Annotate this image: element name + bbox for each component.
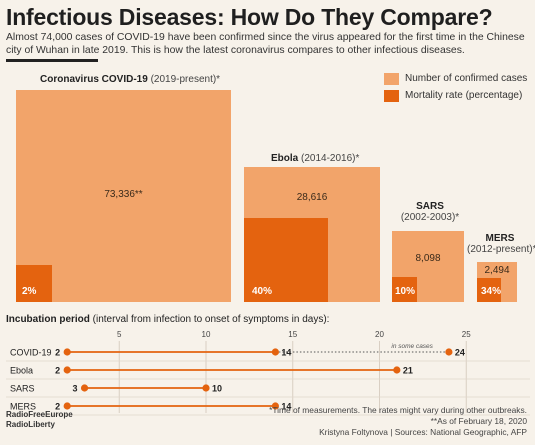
incubation-heading: Incubation period (interval from infecti… [6,314,329,325]
range-max-label: 10 [212,384,222,394]
disease-name: MERS [485,233,515,244]
mortality-value-ebola: 40% [252,286,273,297]
disease-period: (2014-2016)* [301,153,360,164]
incubation-row-label: Ebola [10,366,33,376]
disease-period: (2012-present)* [467,244,535,255]
disease-label-sars: SARS (2002-2003)* [397,201,463,223]
disease-name: Ebola [271,153,299,164]
brand-line-1: RadioFreeEurope [6,410,73,419]
mortality-bar-covid [16,265,52,302]
range-start-dot [63,366,71,374]
x-tick-label: 25 [462,330,471,339]
disease-label-mers: MERS (2012-present)* [467,233,535,255]
range-min-label: 2 [55,402,60,412]
incubation-chart: 5 10 15 20 25 COVID-19 in some cases 24 2 14 Ebola… [6,330,530,416]
legend: Number of confirmed cases Mortality rate… [384,70,527,104]
range-end-dot [271,402,279,410]
mortality-bar-mers [477,278,501,302]
disease-label-ebola: Ebola (2014-2016)* [271,153,359,164]
incubation-row-label: COVID-19 [10,348,52,358]
footnote-date: **As of February 18, 2020 [430,416,527,426]
incubation-heading-bold: Incubation period [6,314,90,325]
range-min-label: 2 [55,366,60,376]
x-tick-label: 5 [117,330,122,339]
range-start-dot [63,402,71,410]
page-subtitle: Almost 74,000 cases of COVID-19 have bee… [6,32,525,56]
range-max-label: 14 [281,348,291,358]
legend-item-mortality: Mortality rate (percentage) [384,87,527,104]
brand-line-2: RadioLiberty [6,420,55,429]
range-min-label: 2 [55,348,60,358]
range-start-dot [80,384,89,392]
incubation-heading-rest: (interval from infection to onset of sym… [89,314,330,325]
cases-value-covid: 73,336** [104,189,143,200]
disease-period: (2002-2003)* [400,212,460,223]
legend-swatch-cases [384,72,399,85]
page-title: Infectious Diseases: How Do They Compare… [6,4,493,30]
incubation-row-label: MERS [10,402,36,412]
range-extended-label: 24 [455,348,465,358]
cases-value-mers: 2,494 [484,265,510,276]
range-end-dot [271,348,279,356]
legend-item-cases: Number of confirmed cases [384,70,527,87]
mortality-value-covid: 2% [22,286,37,297]
mortality-bar-ebola [244,218,328,302]
range-start-dot [63,348,71,356]
in-some-cases-note: in some cases [391,343,433,350]
brand-logo: RadioFreeEurope RadioLiberty [6,410,73,430]
footnote-sources: Kristyna Foltynova | Sources: National G… [319,427,527,437]
range-max-label: 14 [281,402,291,412]
legend-label-mortality: Mortality rate (percentage) [405,90,523,101]
range-end-dot [445,348,453,356]
range-end-dot [202,384,210,392]
cases-value-sars: 8,098 [415,253,441,264]
footnote: *Time of measurements. The rates might v… [269,405,527,438]
x-tick-label: 15 [288,330,297,339]
disease-name: Coronavirus COVID-19 [40,74,148,85]
x-tick-label: 10 [202,330,211,339]
cases-value-ebola: 28,616 [296,192,328,203]
range-min-label: 3 [73,384,78,394]
range-end-dot [393,366,401,374]
disease-label-covid: Coronavirus COVID-19 (2019-present)* [40,74,220,85]
title-divider [6,59,98,62]
legend-swatch-mortality [384,89,399,102]
incubation-row-label: SARS [10,384,35,394]
x-tick-label: 20 [375,330,384,339]
footnote-time: *Time of measurements. The rates might v… [269,405,527,415]
disease-period: (2019-present)* [150,74,221,85]
range-max-label: 21 [403,366,413,376]
mortality-value-sars: 10% [395,286,416,297]
mortality-value-mers: 34% [481,286,502,297]
mortality-bar-sars [392,277,417,302]
legend-label-cases: Number of confirmed cases [405,73,528,84]
disease-name: SARS [416,201,444,212]
